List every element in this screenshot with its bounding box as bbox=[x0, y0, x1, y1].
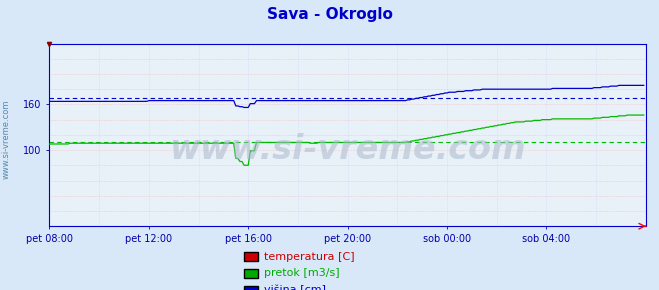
Text: www.si-vreme.com: www.si-vreme.com bbox=[2, 99, 11, 179]
Text: pretok [m3/s]: pretok [m3/s] bbox=[264, 269, 339, 278]
Text: Sava - Okroglo: Sava - Okroglo bbox=[266, 7, 393, 22]
Text: www.si-vreme.com: www.si-vreme.com bbox=[169, 133, 526, 166]
Text: temperatura [C]: temperatura [C] bbox=[264, 252, 355, 262]
Text: višina [cm]: višina [cm] bbox=[264, 285, 326, 290]
